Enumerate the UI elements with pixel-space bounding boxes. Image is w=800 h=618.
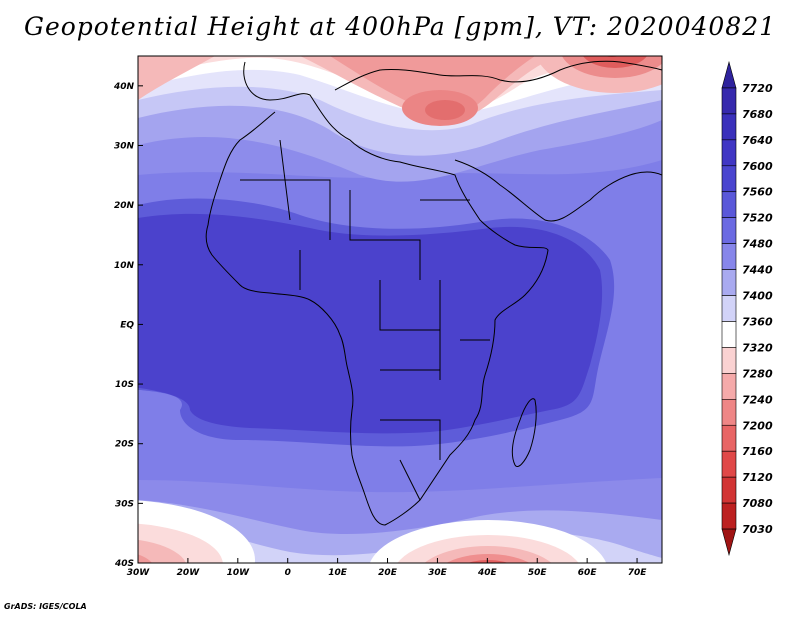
colorbar-swatch [721, 87, 737, 115]
colorbar-label: 7480 [742, 238, 773, 251]
lon-tick-label: 20E [378, 568, 398, 578]
colorbar-top-cap [721, 60, 737, 89]
colorbar-swatch [721, 139, 737, 167]
colorbar-swatch [721, 113, 737, 141]
colorbar-swatch [721, 476, 737, 504]
colorbar-swatch [721, 373, 737, 400]
lon-tick-label: 50E [528, 568, 548, 578]
colorbar-swatch [721, 424, 737, 452]
colorbar-label: 7160 [742, 445, 773, 458]
madagascar-low-band4 [467, 560, 509, 563]
lat-tick-label: 20N [114, 201, 135, 211]
lon-tick-label: 40E [477, 568, 498, 578]
map-frame [137, 55, 663, 564]
colorbar-label: 7520 [742, 212, 773, 225]
lat-tick-label: 30S [115, 499, 134, 509]
colorbar-label: 7560 [742, 186, 773, 199]
arabia-coastline [454, 159, 662, 222]
colorbar-swatch [721, 399, 737, 426]
colorbar: 7720 7680 7640 7600 7560 7520 7480 7440 7400 7360… [721, 60, 773, 557]
country-borders [240, 139, 490, 501]
colorbar-label: 7030 [742, 523, 773, 536]
central-asia-low-outer [536, 56, 662, 93]
band-7600 [138, 213, 603, 434]
lon-tick-label: 0 [285, 568, 291, 578]
colorbar-label: 7400 [742, 290, 773, 303]
colorbar-bottom-cap [721, 528, 737, 557]
colorbar-swatch [721, 295, 737, 322]
lat-tick-label: 20S [115, 440, 134, 450]
colorbar-swatch [721, 347, 737, 374]
colorbar-swatch [721, 243, 737, 270]
coastlines [205, 60, 662, 526]
colorbar-swatch [721, 165, 737, 193]
central-asia-low-core [604, 56, 620, 57]
northwest-low [138, 56, 215, 100]
colorbar-label: 7320 [742, 341, 773, 354]
colorbar-label: 7080 [742, 497, 773, 510]
madagascar-low-band3 [446, 554, 530, 563]
colorbar-swatch [721, 450, 737, 478]
grads-credit: GrADS: IGES/COLA [4, 602, 87, 611]
colorbar-label: 7680 [742, 108, 773, 121]
colorbar-swatch [721, 269, 737, 296]
lat-tick-label: 40N [113, 82, 135, 92]
colorbar-label: 7600 [742, 160, 773, 173]
lon-tick-label: 20W [177, 568, 201, 578]
colorbar-label: 7440 [742, 264, 773, 277]
lon-tick-label: 10E [328, 568, 348, 578]
colorbar-label: 7640 [742, 134, 773, 147]
lat-tick-label: 10N [114, 261, 135, 271]
lat-tick-label: 30N [114, 141, 135, 151]
central-asia-low [561, 56, 662, 78]
colorbar-label: 7360 [742, 315, 773, 328]
colorbar-swatch [721, 321, 737, 348]
colorbar-swatch [721, 191, 737, 218]
eastern-mediterranean-low-core [425, 100, 465, 120]
lon-tick-label: 30W [127, 568, 151, 578]
madagascar-coastline [511, 398, 537, 467]
eurasia-coastline [334, 60, 662, 91]
band-7200 [330, 56, 535, 117]
lat-tick-label: 40S [114, 559, 134, 569]
south-atlantic-low-core [138, 554, 153, 563]
lat-tick-label: EQ [120, 320, 134, 330]
lon-tick-label: 10W [227, 568, 251, 578]
map-title: Geopotential Height at 400hPa [gpm], VT:… [23, 12, 777, 41]
geopotential-field [138, 56, 662, 563]
south-atlantic-low-inner [138, 539, 186, 563]
colorbar-label: 7120 [742, 471, 773, 484]
colorbar-label: 7200 [742, 419, 773, 432]
colorbar-swatch [721, 217, 737, 244]
colorbar-label: 7280 [742, 367, 773, 380]
lon-tick-label: 60E [578, 568, 598, 578]
lat-tick-label: 10S [115, 380, 134, 390]
colorbar-swatch [721, 502, 737, 530]
map-axes: 30W 20W 10W 0 10E 20E 30E 40E 50E 60E 70E 40N 30N 20N… [113, 82, 647, 578]
lon-tick-label: 30E [428, 568, 448, 578]
colorbar-label: 7240 [742, 393, 773, 406]
colorbar-label: 7720 [742, 82, 773, 95]
lon-tick-label: 70E [628, 568, 648, 578]
